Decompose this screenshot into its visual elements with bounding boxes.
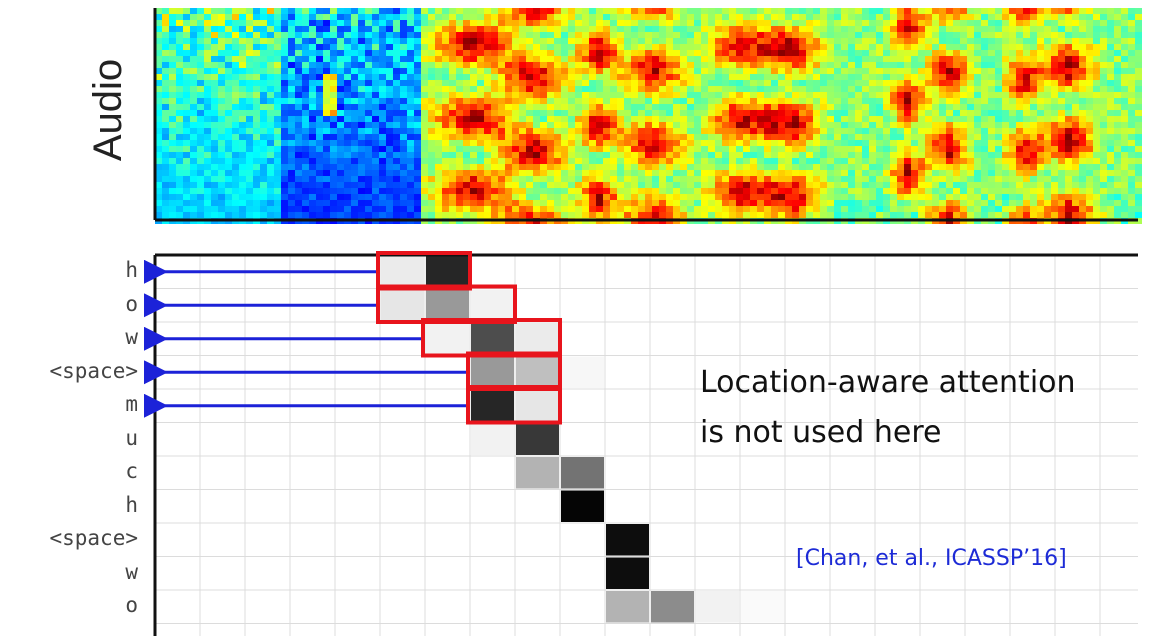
attention-cell [471, 390, 514, 422]
attention-cell [561, 490, 604, 522]
attention-cell [741, 591, 784, 623]
output-token: h [125, 258, 138, 282]
attention-cell [606, 591, 649, 623]
output-token: <space> [49, 526, 138, 550]
attention-cell [426, 256, 469, 288]
attention-cell [471, 356, 514, 388]
output-token: w [125, 325, 138, 349]
output-token: u [125, 425, 138, 450]
attention-cell [516, 390, 559, 422]
output-token: o [125, 593, 138, 617]
output-token: h [125, 492, 138, 517]
attention-cell [516, 323, 559, 355]
note-line-1: Location-aware attention [700, 365, 1076, 400]
attention-cell [426, 289, 469, 321]
output-token: m [125, 392, 138, 416]
attention-cell [471, 289, 514, 321]
highlight-boxes [376, 251, 562, 425]
note-line-2: is not used here [700, 415, 942, 450]
attention-cell [426, 323, 469, 355]
attention-cell [516, 356, 559, 388]
attention-cell [561, 356, 604, 388]
audio-axis-label: Audio [85, 58, 130, 162]
attention-cell [561, 457, 604, 489]
attention-cell [606, 557, 649, 589]
attention-cell [471, 423, 514, 455]
spectrogram-cells [155, 8, 1142, 224]
attention-arrows [144, 259, 470, 418]
attention-cells [381, 256, 784, 623]
annotation-note: Location-aware attention is not used her… [700, 358, 1076, 458]
output-token: w [125, 559, 138, 584]
attention-cell [471, 323, 514, 355]
citation: [Chan, et al., ICASSP’16] [796, 546, 1067, 571]
output-token: o [125, 291, 138, 316]
attention-cell [651, 591, 694, 623]
attention-cell [696, 591, 739, 623]
attention-cell [381, 256, 424, 288]
attention-cell [606, 524, 649, 556]
highlight-box [466, 385, 562, 425]
output-token: c [125, 459, 138, 483]
output-token: <space> [49, 358, 138, 383]
attention-cell [516, 423, 559, 455]
grid-lines [154, 254, 1138, 636]
attention-cell [381, 289, 424, 321]
attention-cell [516, 457, 559, 489]
